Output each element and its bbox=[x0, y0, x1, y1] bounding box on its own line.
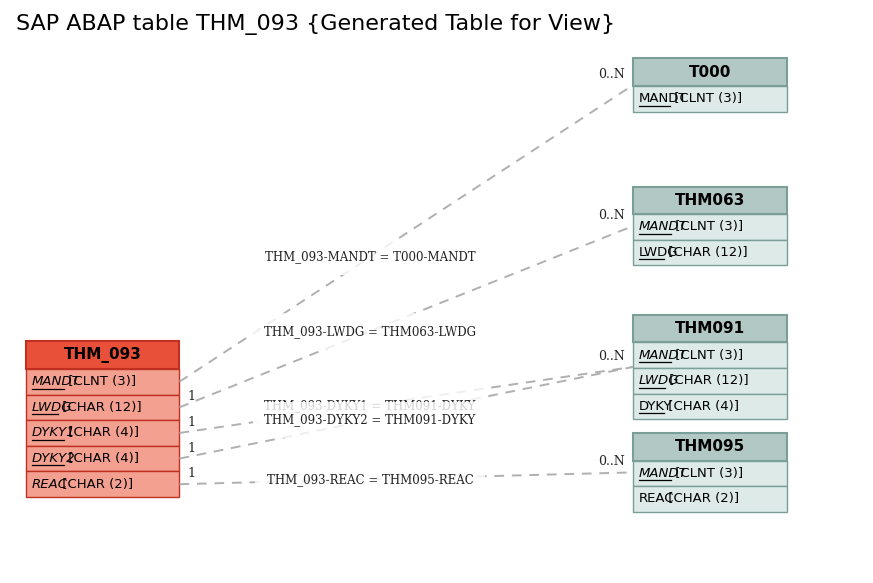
FancyBboxPatch shape bbox=[26, 369, 180, 395]
Text: 1: 1 bbox=[188, 467, 196, 480]
Text: THM_093-DYKY2 = THM091-DYKY: THM_093-DYKY2 = THM091-DYKY bbox=[265, 413, 476, 427]
Text: 1: 1 bbox=[188, 442, 196, 455]
Text: THM063: THM063 bbox=[675, 193, 745, 208]
FancyBboxPatch shape bbox=[633, 433, 787, 461]
FancyBboxPatch shape bbox=[633, 58, 787, 86]
Text: [CLNT (3)]: [CLNT (3)] bbox=[671, 220, 744, 233]
Text: MANDT: MANDT bbox=[639, 92, 688, 106]
Text: DYKY: DYKY bbox=[639, 400, 672, 413]
Text: [CLNT (3)]: [CLNT (3)] bbox=[64, 375, 136, 388]
Text: [CHAR (2)]: [CHAR (2)] bbox=[663, 493, 739, 505]
FancyBboxPatch shape bbox=[633, 461, 787, 486]
FancyBboxPatch shape bbox=[26, 420, 180, 446]
Text: MANDT: MANDT bbox=[32, 375, 80, 388]
FancyBboxPatch shape bbox=[633, 486, 787, 512]
Text: THM_093-DYKY1 = THM091-DYKY: THM_093-DYKY1 = THM091-DYKY bbox=[265, 399, 476, 412]
Text: MANDT: MANDT bbox=[639, 349, 688, 361]
Text: REAC: REAC bbox=[32, 477, 68, 491]
Text: THM_093-REAC = THM095-REAC: THM_093-REAC = THM095-REAC bbox=[266, 473, 473, 486]
Text: DYKY1: DYKY1 bbox=[32, 426, 76, 440]
Text: REAC: REAC bbox=[639, 493, 675, 505]
Text: [CHAR (4)]: [CHAR (4)] bbox=[64, 452, 139, 465]
Text: [CHAR (12)]: [CHAR (12)] bbox=[663, 246, 747, 259]
Text: THM091: THM091 bbox=[675, 321, 745, 336]
Text: SAP ABAP table THM_093 {Generated Table for View}: SAP ABAP table THM_093 {Generated Table … bbox=[16, 14, 615, 35]
Text: THM095: THM095 bbox=[675, 439, 745, 454]
Text: 1: 1 bbox=[188, 416, 196, 429]
Text: [CHAR (4)]: [CHAR (4)] bbox=[64, 426, 139, 440]
FancyBboxPatch shape bbox=[26, 472, 180, 497]
FancyBboxPatch shape bbox=[26, 395, 180, 420]
FancyBboxPatch shape bbox=[633, 368, 787, 394]
Text: [CHAR (2)]: [CHAR (2)] bbox=[58, 477, 133, 491]
Text: LWDG: LWDG bbox=[639, 374, 679, 387]
Text: LWDG: LWDG bbox=[32, 401, 72, 414]
Text: [CHAR (12)]: [CHAR (12)] bbox=[665, 374, 748, 387]
Text: [CLNT (3)]: [CLNT (3)] bbox=[670, 92, 742, 106]
Text: DYKY2: DYKY2 bbox=[32, 452, 76, 465]
FancyBboxPatch shape bbox=[26, 446, 180, 472]
FancyBboxPatch shape bbox=[633, 86, 787, 111]
Text: THM_093: THM_093 bbox=[64, 347, 141, 363]
FancyBboxPatch shape bbox=[26, 341, 180, 369]
Text: THM_093-LWDG = THM063-LWDG: THM_093-LWDG = THM063-LWDG bbox=[264, 325, 476, 338]
Text: [CHAR (4)]: [CHAR (4)] bbox=[663, 400, 739, 413]
Text: 0..N: 0..N bbox=[598, 68, 625, 81]
Text: [CLNT (3)]: [CLNT (3)] bbox=[671, 467, 744, 480]
FancyBboxPatch shape bbox=[633, 315, 787, 342]
Text: MANDT: MANDT bbox=[639, 220, 688, 233]
Text: THM_093-MANDT = T000-MANDT: THM_093-MANDT = T000-MANDT bbox=[265, 251, 475, 264]
FancyBboxPatch shape bbox=[633, 342, 787, 368]
Text: 1: 1 bbox=[188, 391, 196, 403]
Text: 0..N: 0..N bbox=[598, 209, 625, 222]
Text: [CHAR (12)]: [CHAR (12)] bbox=[58, 401, 141, 414]
FancyBboxPatch shape bbox=[633, 394, 787, 419]
FancyBboxPatch shape bbox=[633, 214, 787, 240]
Text: 0..N: 0..N bbox=[598, 455, 625, 468]
Text: MANDT: MANDT bbox=[639, 467, 688, 480]
Text: LWDG: LWDG bbox=[639, 246, 678, 259]
FancyBboxPatch shape bbox=[633, 187, 787, 214]
Text: 0..N: 0..N bbox=[598, 350, 625, 363]
FancyBboxPatch shape bbox=[633, 240, 787, 265]
Text: T000: T000 bbox=[689, 65, 731, 80]
Text: [CLNT (3)]: [CLNT (3)] bbox=[671, 349, 744, 361]
